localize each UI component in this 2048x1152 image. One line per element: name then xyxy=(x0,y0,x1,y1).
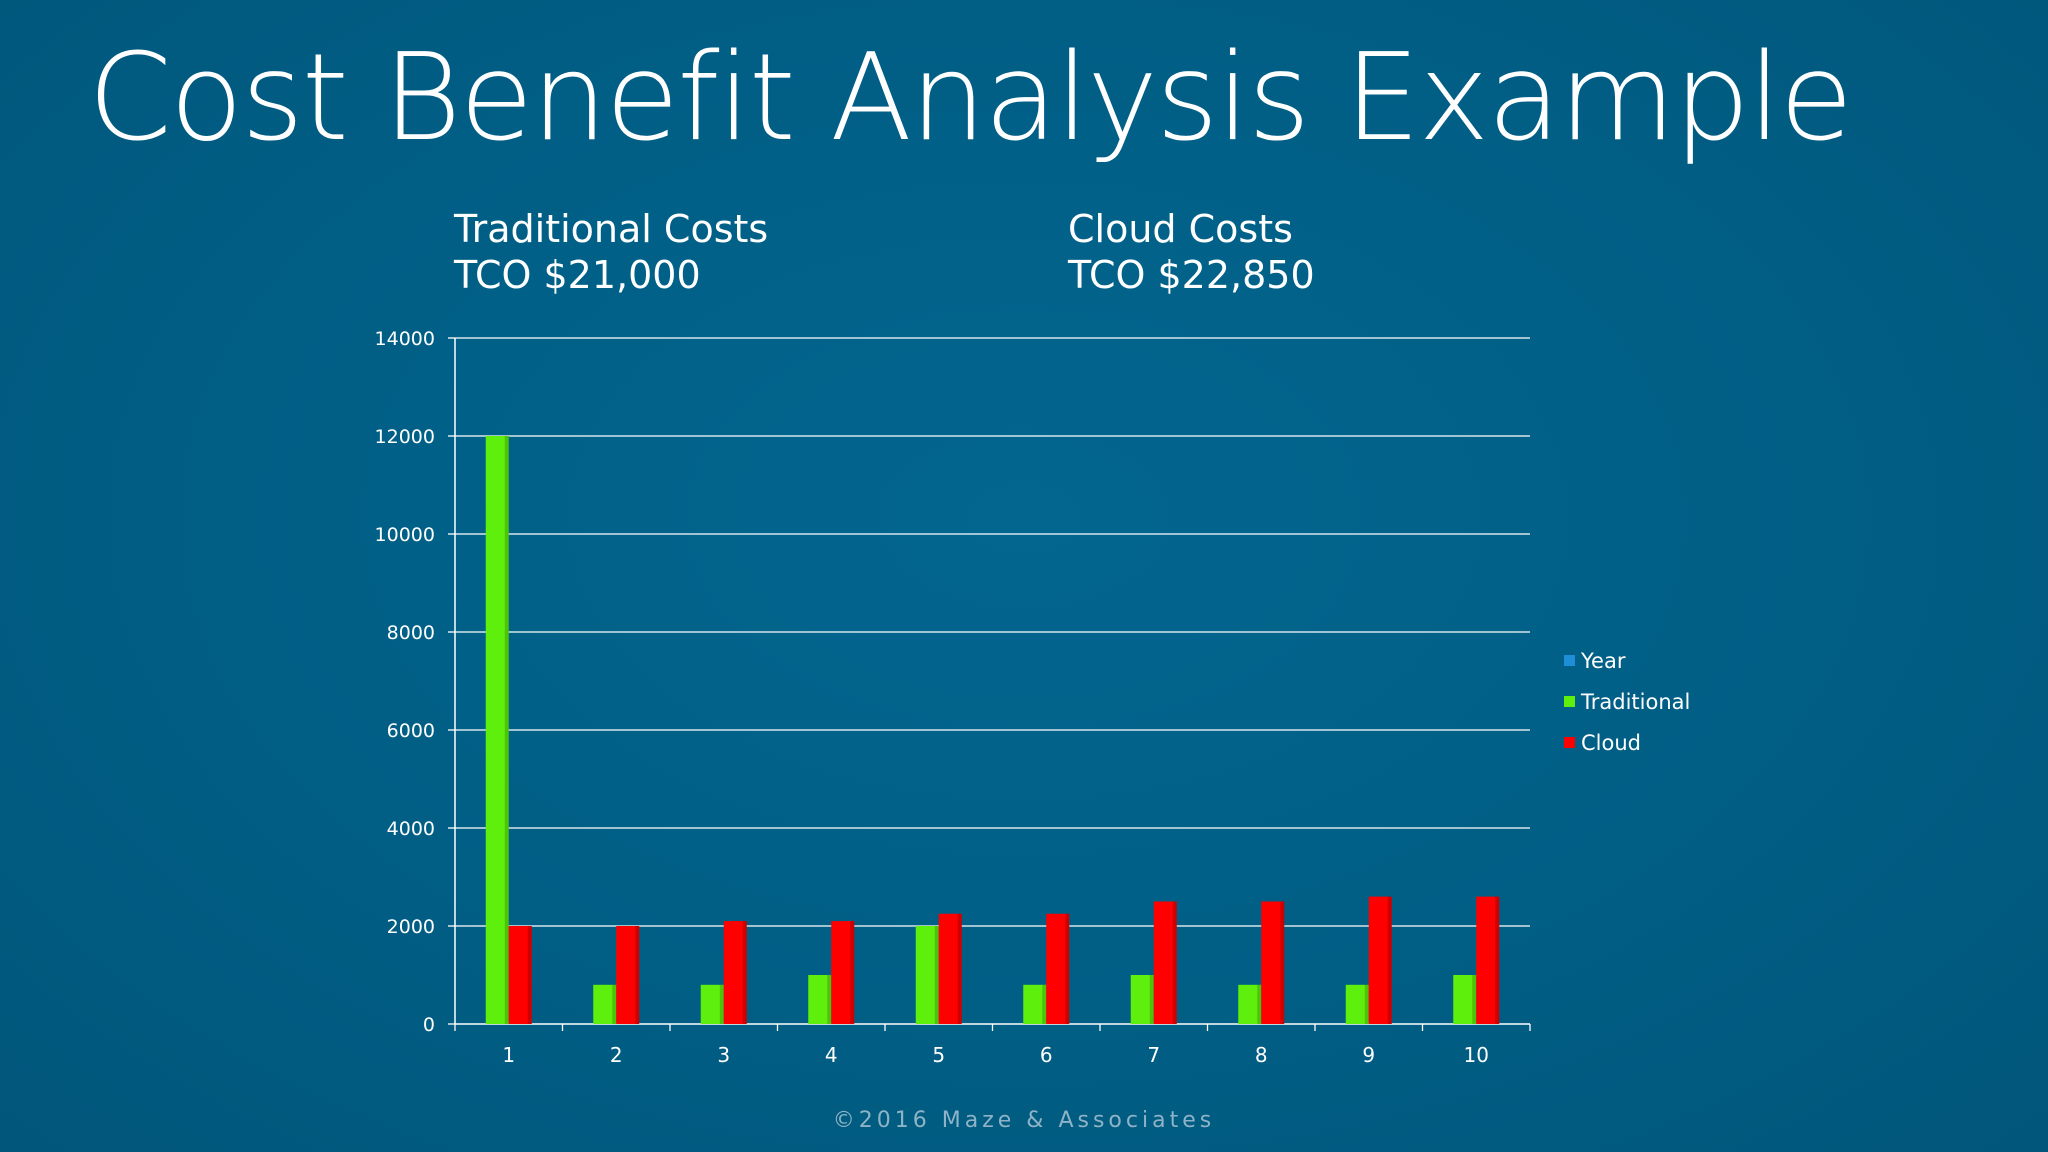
legend-swatch xyxy=(1564,737,1575,748)
bar-traditional-shade xyxy=(1042,984,1047,1024)
y-tick-label: 10000 xyxy=(375,524,435,546)
bar-traditional-shade xyxy=(612,984,617,1024)
x-tick-label: 9 xyxy=(1362,1043,1375,1067)
x-tick-label: 10 xyxy=(1464,1043,1489,1067)
bar-traditional-shade xyxy=(1472,975,1477,1024)
bar-cloud xyxy=(1476,896,1500,1024)
bar-traditional xyxy=(1238,984,1262,1024)
x-tick-label: 1 xyxy=(502,1043,515,1067)
bar-cloud xyxy=(723,921,747,1024)
bar-traditional-shade xyxy=(1257,984,1262,1024)
legend-item-year: Year xyxy=(1564,640,1690,681)
bar-traditional xyxy=(485,436,509,1024)
legend-label: Year xyxy=(1581,648,1626,673)
bar-cloud xyxy=(831,921,855,1024)
legend-label: Traditional xyxy=(1581,689,1691,714)
bar-cloud-shade xyxy=(1387,896,1392,1024)
x-tick-label: 2 xyxy=(610,1043,623,1067)
bar-cloud xyxy=(938,913,962,1024)
bar-traditional-shade xyxy=(1364,984,1369,1024)
bar-cloud-shade xyxy=(742,921,747,1024)
cloud-heading: Cloud Costs xyxy=(1068,207,1293,251)
bar-cloud-shade xyxy=(1065,913,1070,1024)
bar-cloud xyxy=(616,926,640,1024)
bar-cloud-shade xyxy=(850,921,855,1024)
bar-traditional xyxy=(1345,984,1369,1024)
cloud-summary: Cloud Costs TCO $22,850 xyxy=(1068,206,1315,298)
bar-cloud xyxy=(1153,901,1177,1024)
y-tick-label: 14000 xyxy=(375,328,435,350)
bar-cloud xyxy=(1261,901,1285,1024)
bar-traditional xyxy=(700,984,724,1024)
x-tick-label: 8 xyxy=(1255,1043,1268,1067)
bar-cloud xyxy=(1368,896,1392,1024)
legend-swatch xyxy=(1564,655,1575,666)
legend-item-cloud: Cloud xyxy=(1564,722,1690,763)
y-tick-label: 8000 xyxy=(387,622,435,644)
cloud-tco: TCO $22,850 xyxy=(1068,253,1315,297)
y-tick-label: 2000 xyxy=(387,916,435,938)
bar-cloud xyxy=(508,926,532,1024)
bar-traditional-shade xyxy=(934,926,939,1024)
bar-cloud-shade xyxy=(1495,896,1500,1024)
y-tick-label: 6000 xyxy=(387,720,435,742)
x-tick-label: 4 xyxy=(825,1043,838,1067)
legend-item-traditional: Traditional xyxy=(1564,681,1690,722)
slide-title: Cost Benefit Analysis Example xyxy=(88,29,1853,168)
traditional-summary: Traditional Costs TCO $21,000 xyxy=(454,206,768,298)
y-tick-label: 0 xyxy=(423,1014,435,1036)
y-tick-label: 12000 xyxy=(375,426,435,448)
x-tick-label: 7 xyxy=(1147,1043,1160,1067)
y-tick-label: 4000 xyxy=(387,818,435,840)
legend-label: Cloud xyxy=(1581,730,1641,755)
copyright-footer: ©2016 Maze & Associates xyxy=(832,1108,1216,1133)
x-tick-label: 5 xyxy=(932,1043,945,1067)
bar-traditional-shade xyxy=(827,975,832,1024)
bar-cloud-shade xyxy=(1280,901,1285,1024)
bar-traditional xyxy=(915,926,939,1024)
bar-traditional xyxy=(1023,984,1047,1024)
bar-traditional-shade xyxy=(1149,975,1154,1024)
bar-traditional-shade xyxy=(504,436,509,1024)
legend-swatch xyxy=(1564,696,1575,707)
bar-cloud-shade xyxy=(527,926,532,1024)
x-tick-label: 3 xyxy=(717,1043,730,1067)
bar-cloud-shade xyxy=(957,913,962,1024)
bar-traditional xyxy=(808,975,832,1024)
chart-legend: Year Traditional Cloud xyxy=(1564,640,1690,763)
bar-traditional xyxy=(593,984,617,1024)
bar-traditional-shade xyxy=(719,984,724,1024)
bar-cloud-shade xyxy=(635,926,640,1024)
traditional-heading: Traditional Costs xyxy=(454,207,769,251)
bar-cloud-shade xyxy=(1172,901,1177,1024)
traditional-tco: TCO $21,000 xyxy=(454,253,701,297)
bar-cloud xyxy=(1046,913,1070,1024)
x-tick-label: 6 xyxy=(1040,1043,1053,1067)
bar-traditional xyxy=(1130,975,1154,1024)
bar-traditional xyxy=(1453,975,1477,1024)
